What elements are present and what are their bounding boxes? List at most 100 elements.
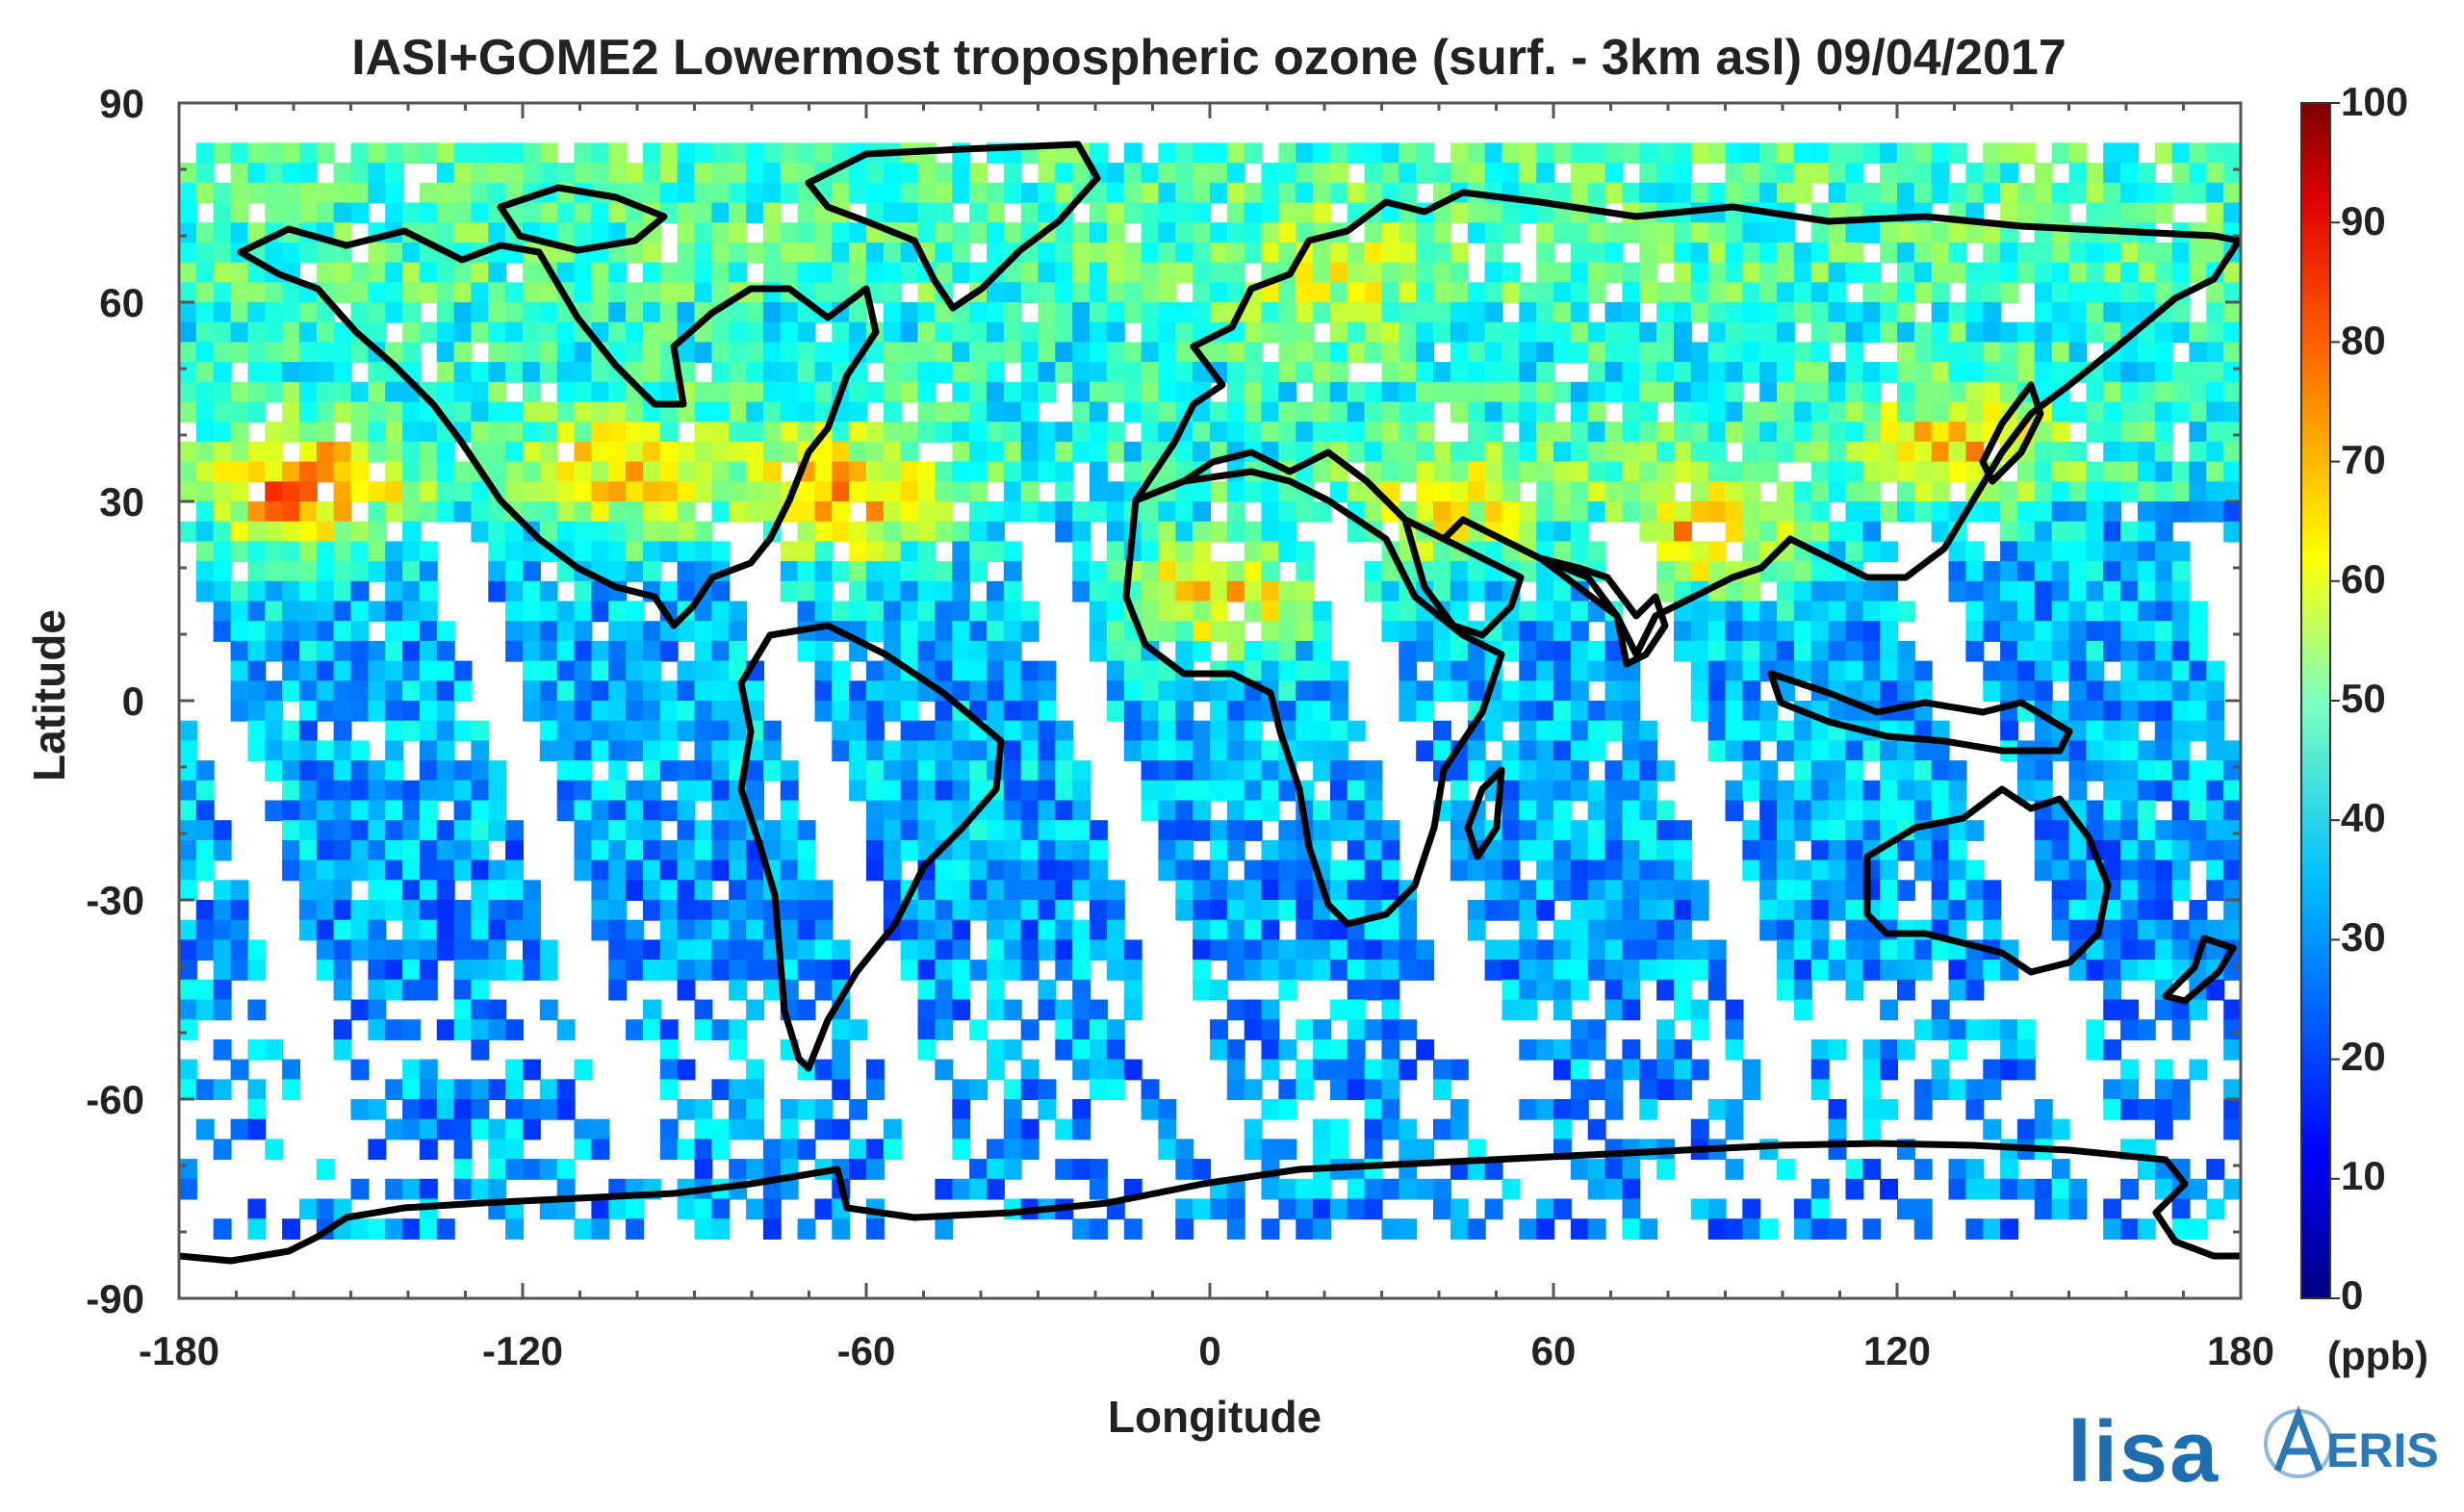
ozone-cell (643, 740, 661, 762)
ozone-cell (952, 760, 971, 782)
ozone-cell (1948, 1019, 1967, 1040)
ozone-cell (711, 202, 731, 224)
ozone-cell (1038, 262, 1057, 284)
ozone-cell (488, 919, 507, 941)
ozone-cell (1261, 621, 1280, 642)
ozone-cell (230, 541, 249, 563)
ozone-cell (2120, 262, 2139, 284)
ozone-cell (2154, 660, 2173, 682)
ozone-cell (368, 660, 387, 682)
ozone-cell (368, 521, 387, 543)
ozone-cell (1313, 282, 1331, 303)
ozone-cell (385, 760, 404, 782)
ozone-cell (419, 202, 438, 224)
ozone-cell (2086, 760, 2105, 782)
ozone-cell (2223, 900, 2241, 921)
ozone-cell (350, 282, 370, 303)
ozone-cell (1141, 441, 1160, 463)
ozone-cell (265, 1038, 284, 1061)
ozone-cell (1656, 381, 1675, 403)
ozone-cell (247, 362, 267, 383)
ozone-cell (780, 780, 799, 802)
ozone-cell (195, 461, 215, 483)
ozone-cell (1570, 461, 1589, 483)
ozone-cell (298, 342, 318, 364)
ozone-cell (1674, 461, 1692, 483)
ozone-cell (1399, 321, 1418, 344)
ozone-cell (1604, 342, 1624, 364)
ozone-cell (316, 800, 335, 822)
ozone-cell (1055, 1019, 1074, 1040)
ozone-cell (1123, 163, 1142, 184)
ozone-cell (2189, 1178, 2208, 1200)
ozone-cell (1519, 1099, 1538, 1120)
ozone-cell (1141, 242, 1160, 264)
ozone-cell (1364, 800, 1383, 822)
ozone-cell (780, 1178, 799, 1200)
ozone-cell (677, 580, 696, 602)
ozone-cell (1536, 859, 1555, 882)
ozone-cell (1175, 800, 1194, 822)
ozone-cell (1502, 701, 1521, 722)
ozone-cell (298, 800, 318, 822)
ozone-cell (1226, 521, 1245, 543)
ozone-cell (1759, 242, 1779, 264)
ozone-cell (952, 1099, 971, 1120)
ozone-cell (1880, 422, 1898, 443)
ozone-cell (814, 521, 834, 543)
ozone-cell (471, 401, 490, 423)
ozone-cell (2068, 839, 2088, 861)
ozone-cell (2120, 401, 2139, 423)
ozone-cell (1433, 481, 1451, 502)
ozone-cell (1913, 461, 1933, 483)
ozone-cell (1983, 919, 2002, 941)
ozone-cell (298, 481, 318, 502)
ozone-cell (780, 541, 799, 563)
ozone-cell (1810, 859, 1830, 882)
ozone-cell (987, 202, 1005, 224)
ozone-cell (711, 820, 731, 841)
ozone-cell (1707, 660, 1727, 682)
ozone-cell (1433, 580, 1451, 602)
ozone-cell (1948, 401, 1967, 423)
ozone-cell (265, 302, 284, 323)
ozone-cell (849, 541, 867, 563)
ozone-cell (2171, 501, 2191, 523)
ozone-cell (2034, 780, 2053, 802)
ozone-cell (780, 242, 799, 264)
ozone-cell (1862, 501, 1882, 523)
ozone-cell (574, 660, 593, 682)
ozone-cell (1604, 979, 1624, 1001)
ozone-cell (746, 780, 764, 802)
ozone-cell (539, 1159, 558, 1180)
ozone-cell (195, 182, 215, 204)
ozone-cell (368, 321, 387, 344)
ozone-cell (523, 362, 541, 383)
ozone-cell (762, 401, 782, 423)
ozone-cell (729, 1118, 748, 1140)
ozone-cell (1793, 760, 1812, 782)
ozone-cell (608, 701, 628, 722)
ozone-cell (1467, 1218, 1486, 1240)
ozone-cell (1845, 182, 1864, 204)
ozone-cell (471, 1118, 490, 1140)
ozone-cell (2103, 202, 2122, 224)
ozone-cell (316, 621, 335, 642)
ozone-cell (539, 1099, 558, 1120)
ozone-cell (1003, 342, 1022, 364)
ozone-cell (1193, 820, 1211, 841)
ozone-cell (643, 541, 661, 563)
ozone-cell (917, 740, 937, 762)
ozone-cell (1845, 960, 1864, 981)
ozone-cell (265, 441, 284, 463)
ozone-cell (1622, 381, 1641, 403)
ozone-cell (488, 422, 507, 443)
ozone-cell (1777, 939, 1795, 961)
ozone-cell (1364, 939, 1383, 961)
ozone-cell (298, 461, 318, 483)
ozone-cell (643, 939, 661, 961)
ozone-cell (316, 561, 335, 582)
ozone-cell (1433, 163, 1451, 184)
ozone-cell (1965, 541, 1985, 563)
ozone-cell (368, 601, 387, 623)
